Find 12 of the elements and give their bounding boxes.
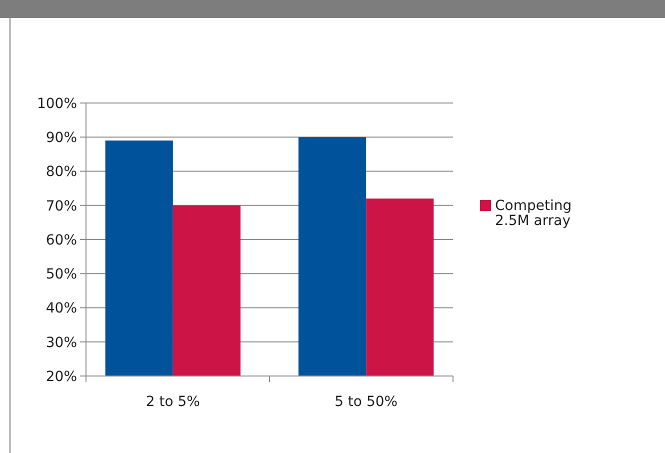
y-tick-label: 30%: [46, 334, 77, 351]
x-tick-label: 5 to 50%: [334, 394, 398, 410]
y-tick-label: 40%: [46, 300, 77, 317]
y-tick-label: 20%: [46, 368, 77, 385]
x-tick-label: 2 to 5%: [146, 394, 200, 410]
y-tick-label: 100%: [36, 96, 77, 112]
y-tick-label: 90%: [46, 130, 77, 146]
y-tick-label: 60%: [46, 232, 77, 248]
legend-label: Competing 2.5M array: [495, 198, 572, 229]
y-tick-label: 50%: [46, 266, 77, 283]
y-tick-label: 70%: [46, 198, 77, 214]
y-tick-label: 80%: [46, 164, 77, 180]
